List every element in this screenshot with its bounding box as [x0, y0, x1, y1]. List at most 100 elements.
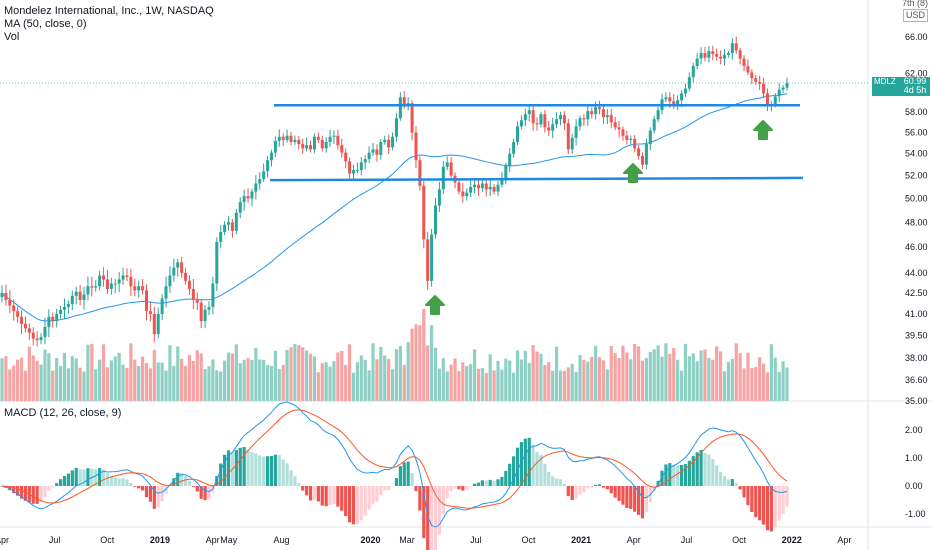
- price-tick-label: 54.00: [905, 149, 928, 159]
- candle-body: [156, 313, 160, 335]
- volume-bar: [496, 360, 500, 401]
- volume-bar: [488, 354, 492, 401]
- candle-body: [348, 161, 352, 174]
- volume-bar: [383, 355, 387, 401]
- macd-histogram-bar: [187, 480, 192, 486]
- candle-body: [598, 107, 602, 110]
- volume-bar: [254, 347, 258, 401]
- candle-body: [637, 148, 641, 156]
- volume-bar: [547, 362, 551, 401]
- up-arrow-icon: [623, 163, 643, 183]
- macd-tick-label: 2.00: [905, 425, 923, 435]
- volume-bar: [27, 346, 31, 401]
- macd-histogram-bar: [172, 478, 176, 486]
- volume-bar: [562, 370, 566, 401]
- candle-body: [227, 222, 231, 225]
- candle-body: [648, 130, 652, 145]
- macd-histogram-bar: [461, 486, 465, 491]
- volume-bar: [480, 368, 484, 401]
- candle-body: [66, 304, 70, 307]
- macd-histogram-bar: [273, 454, 277, 486]
- volume-bar: [176, 346, 180, 401]
- candle-body: [500, 180, 504, 185]
- volume-bar: [738, 353, 742, 401]
- volume-bar: [129, 343, 133, 401]
- candle-body: [695, 58, 699, 66]
- bar-countdown: 4d 5h: [903, 85, 927, 95]
- candle-body: [473, 184, 477, 187]
- macd-histogram-bar: [742, 486, 746, 498]
- candle-body: [55, 313, 59, 322]
- macd-histogram-bar: [629, 486, 633, 509]
- volume-bar: [441, 358, 445, 401]
- candle-body: [785, 82, 789, 88]
- macd-histogram-bar: [98, 468, 102, 486]
- macd-histogram-bar: [234, 450, 238, 486]
- volume-bar: [371, 343, 375, 401]
- candle-body: [94, 286, 98, 288]
- volume-bar: [344, 364, 348, 401]
- candle-body: [406, 103, 410, 105]
- candle-body: [269, 152, 273, 161]
- macd-histogram-bar: [66, 473, 70, 486]
- volume-bar: [715, 346, 719, 401]
- candle-body: [137, 286, 141, 291]
- macd-histogram-bar: [367, 486, 371, 510]
- macd-histogram-bar: [746, 486, 750, 506]
- macd-histogram-bar: [12, 486, 16, 493]
- volume-bar: [277, 369, 281, 401]
- macd-histogram-bar: [58, 479, 63, 486]
- macd-histogram-bar: [35, 486, 39, 504]
- volume-bar: [769, 344, 773, 401]
- candle-body: [707, 51, 711, 58]
- candle-body: [480, 183, 484, 189]
- price-tick-label: 66.00: [905, 32, 928, 42]
- candle-body: [27, 328, 31, 333]
- macd-histogram-bar: [47, 486, 51, 491]
- candle-body: [738, 50, 742, 59]
- macd-histogram-bar: [129, 483, 133, 486]
- volume-bar: [262, 359, 266, 401]
- candle-body: [47, 316, 51, 327]
- volume-bar: [594, 345, 598, 401]
- macd-histogram-bar: [254, 453, 258, 486]
- macd-histogram-bar: [578, 486, 582, 495]
- volume-bar: [699, 350, 703, 401]
- macd-histogram-bar: [86, 468, 90, 486]
- volume-legend: Vol: [4, 31, 20, 43]
- candle-body: [754, 78, 758, 82]
- volume-bar: [293, 343, 297, 401]
- macd-histogram-bar: [125, 479, 129, 486]
- candle-body: [742, 58, 746, 66]
- macd-histogram-bar: [683, 464, 688, 486]
- macd-histogram-bar: [371, 486, 375, 504]
- candle-body: [379, 142, 383, 155]
- macd-histogram-bar: [285, 463, 289, 486]
- volume-bar: [613, 353, 617, 401]
- volume-bar: [211, 359, 215, 401]
- macd-histogram-bar: [70, 470, 74, 486]
- candle-body: [344, 152, 348, 162]
- candle-body: [242, 196, 246, 203]
- candle-body: [656, 110, 660, 120]
- macd-histogram-bar: [316, 486, 320, 502]
- macd-histogram-bar: [265, 456, 270, 486]
- volume-bar: [433, 347, 438, 401]
- candle-body: [750, 72, 754, 79]
- price-tick-label: 48.00: [905, 217, 928, 227]
- macd-histogram-bar: [137, 486, 141, 489]
- volume-bar: [601, 360, 606, 401]
- chart-title: Mondelez International, Inc., 1W, NASDAQ: [4, 5, 214, 17]
- candle-body: [293, 139, 297, 143]
- currency-top: 7th (8): [901, 0, 928, 8]
- macd-histogram-bar: [383, 486, 387, 491]
- time-tick-label: Apr: [0, 535, 9, 545]
- volume-bar: [590, 356, 594, 401]
- candle-body: [336, 135, 340, 146]
- macd-histogram-bar: [613, 486, 617, 498]
- candle-body: [394, 118, 398, 137]
- candle-body: [465, 192, 469, 197]
- macd-histogram-bar: [777, 486, 781, 521]
- macd-histogram-bar: [512, 456, 516, 486]
